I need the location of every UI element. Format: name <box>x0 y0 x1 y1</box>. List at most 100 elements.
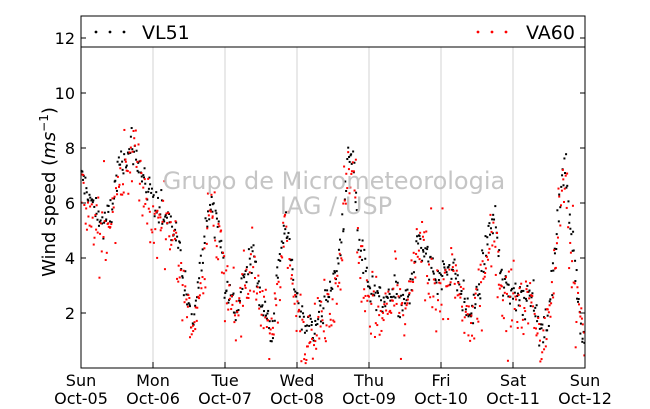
point-va60 <box>555 242 558 245</box>
point-vl51 <box>423 255 426 258</box>
point-vl51 <box>551 262 554 265</box>
point-va60 <box>233 321 236 324</box>
point-vl51 <box>427 260 430 263</box>
point-va60 <box>165 212 168 215</box>
point-vl51 <box>494 205 497 208</box>
point-vl51 <box>85 187 88 190</box>
point-va60 <box>152 241 155 244</box>
point-va60 <box>308 342 311 345</box>
point-vl51 <box>353 161 356 164</box>
point-va60 <box>390 311 393 314</box>
point-vl51 <box>508 302 511 305</box>
point-va60 <box>104 259 107 262</box>
point-vl51 <box>301 305 304 308</box>
point-vl51 <box>91 201 94 204</box>
point-va60 <box>283 215 286 218</box>
point-va60 <box>143 178 146 181</box>
point-va60 <box>427 292 430 295</box>
point-vl51 <box>571 249 574 252</box>
point-vl51 <box>482 270 485 273</box>
x-tick-date-2: Oct-07 <box>198 389 252 408</box>
point-va60 <box>552 296 555 299</box>
point-vl51 <box>178 241 181 244</box>
point-vl51 <box>162 218 165 221</box>
point-vl51 <box>568 221 571 224</box>
point-vl51 <box>291 268 294 271</box>
point-va60 <box>463 331 466 334</box>
point-va60 <box>516 326 519 329</box>
point-va60 <box>524 310 527 313</box>
point-vl51 <box>244 269 247 272</box>
point-vl51 <box>381 305 384 308</box>
point-vl51 <box>477 294 480 297</box>
point-va60 <box>409 280 412 283</box>
point-va60 <box>203 278 206 281</box>
point-va60 <box>127 192 130 195</box>
point-va60 <box>416 255 419 258</box>
point-va60 <box>223 320 226 323</box>
point-va60 <box>328 325 331 328</box>
point-va60 <box>116 193 119 196</box>
point-vl51 <box>207 210 210 213</box>
point-va60 <box>152 205 155 208</box>
point-vl51 <box>506 283 509 286</box>
point-va60 <box>543 317 546 320</box>
point-vl51 <box>397 315 400 318</box>
point-va60 <box>299 293 302 296</box>
point-vl51 <box>404 302 407 305</box>
point-va60 <box>271 333 274 336</box>
point-va60 <box>439 310 442 313</box>
point-va60 <box>484 272 487 275</box>
point-va60 <box>290 274 293 277</box>
point-va60 <box>274 297 277 300</box>
point-va60 <box>315 334 318 337</box>
point-vl51 <box>101 216 104 219</box>
point-vl51 <box>147 187 150 190</box>
point-vl51 <box>503 286 506 289</box>
point-vl51 <box>513 291 516 294</box>
point-va60 <box>375 275 378 278</box>
point-vl51 <box>443 266 446 269</box>
point-vl51 <box>537 315 540 318</box>
point-va60 <box>128 151 131 154</box>
point-va60 <box>477 268 480 271</box>
point-va60 <box>173 229 176 232</box>
point-vl51 <box>102 237 105 240</box>
point-va60 <box>520 282 523 285</box>
point-vl51 <box>569 227 572 230</box>
point-vl51 <box>379 286 382 289</box>
point-va60 <box>298 308 301 311</box>
point-va60 <box>520 326 523 329</box>
point-va60 <box>238 297 241 300</box>
legend-marker-va60 <box>476 30 480 34</box>
point-vl51 <box>445 271 448 274</box>
point-vl51 <box>278 253 281 256</box>
point-va60 <box>530 294 533 297</box>
point-va60 <box>193 321 196 324</box>
point-vl51 <box>536 320 539 323</box>
point-va60 <box>569 251 572 254</box>
point-va60 <box>124 158 127 161</box>
point-vl51 <box>175 221 178 224</box>
point-vl51 <box>338 248 341 251</box>
point-va60 <box>543 348 546 351</box>
point-va60 <box>190 333 193 336</box>
point-va60 <box>122 191 125 194</box>
point-va60 <box>340 257 343 260</box>
point-vl51 <box>140 180 143 183</box>
point-va60 <box>222 272 225 275</box>
point-vl51 <box>228 298 231 301</box>
point-vl51 <box>143 176 146 179</box>
point-vl51 <box>450 277 453 280</box>
point-vl51 <box>262 310 265 313</box>
point-va60 <box>87 215 90 218</box>
point-va60 <box>579 315 582 318</box>
point-vl51 <box>441 274 444 277</box>
point-vl51 <box>331 287 334 290</box>
point-vl51 <box>561 174 564 177</box>
point-va60 <box>181 319 184 322</box>
point-vl51 <box>286 235 289 238</box>
point-vl51 <box>128 148 131 151</box>
point-va60 <box>198 294 201 297</box>
point-vl51 <box>529 305 532 308</box>
